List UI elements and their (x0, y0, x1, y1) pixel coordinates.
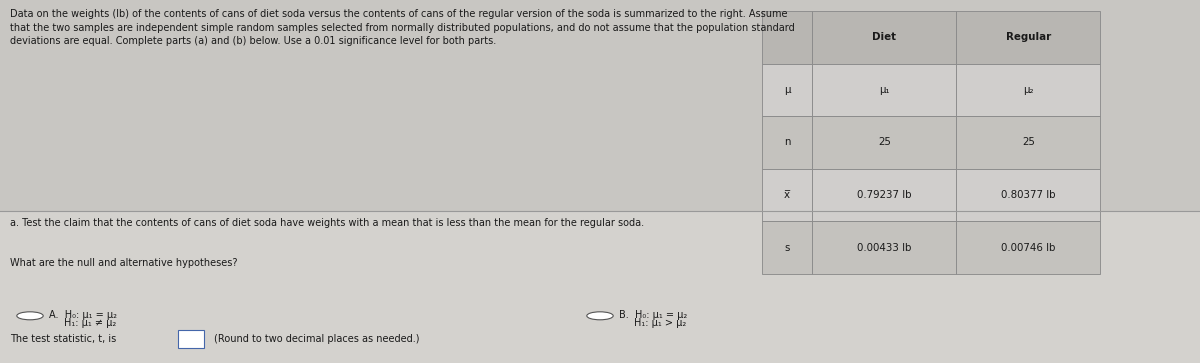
FancyBboxPatch shape (762, 169, 812, 221)
FancyBboxPatch shape (812, 116, 956, 169)
FancyBboxPatch shape (956, 221, 1100, 274)
FancyBboxPatch shape (0, 211, 1200, 363)
FancyBboxPatch shape (956, 116, 1100, 169)
Text: μ₁: μ₁ (880, 85, 889, 95)
Text: Diet: Diet (872, 32, 896, 42)
Circle shape (17, 312, 43, 320)
FancyBboxPatch shape (762, 11, 812, 64)
FancyBboxPatch shape (0, 0, 1200, 211)
Text: 0.79237 lb: 0.79237 lb (857, 190, 912, 200)
Text: The test statistic, t, is: The test statistic, t, is (10, 334, 122, 344)
Text: What are the null and alternative hypotheses?: What are the null and alternative hypoth… (10, 258, 238, 268)
Text: x̅: x̅ (784, 190, 791, 200)
Text: H₁: μ₁ ≠ μ₂: H₁: μ₁ ≠ μ₂ (64, 318, 116, 328)
Text: 25: 25 (878, 138, 890, 147)
Text: 0.80377 lb: 0.80377 lb (1001, 190, 1056, 200)
FancyBboxPatch shape (956, 169, 1100, 221)
FancyBboxPatch shape (956, 11, 1100, 64)
Text: H₁: μ₁ > μ₂: H₁: μ₁ > μ₂ (634, 318, 686, 328)
Text: s: s (785, 243, 790, 253)
FancyBboxPatch shape (956, 64, 1100, 116)
Text: μ₂: μ₂ (1024, 85, 1033, 95)
Text: A.  H₀: μ₁ = μ₂: A. H₀: μ₁ = μ₂ (49, 310, 118, 319)
FancyBboxPatch shape (762, 116, 812, 169)
FancyBboxPatch shape (812, 11, 956, 64)
Text: a. Test the claim that the contents of cans of diet soda have weights with a mea: a. Test the claim that the contents of c… (10, 218, 643, 228)
FancyBboxPatch shape (812, 221, 956, 274)
FancyBboxPatch shape (812, 169, 956, 221)
FancyBboxPatch shape (762, 221, 812, 274)
Text: Data on the weights (lb) of the contents of cans of diet soda versus the content: Data on the weights (lb) of the contents… (10, 9, 794, 46)
Text: Regular: Regular (1006, 32, 1051, 42)
Text: 25: 25 (1022, 138, 1034, 147)
Text: μ: μ (784, 85, 791, 95)
Text: 0.00746 lb: 0.00746 lb (1001, 243, 1056, 253)
Circle shape (587, 312, 613, 320)
Text: (Round to two decimal places as needed.): (Round to two decimal places as needed.) (214, 334, 419, 344)
FancyBboxPatch shape (812, 64, 956, 116)
Text: n: n (784, 138, 791, 147)
Text: B.  H₀: μ₁ = μ₂: B. H₀: μ₁ = μ₂ (619, 310, 688, 319)
Text: 0.00433 lb: 0.00433 lb (857, 243, 912, 253)
FancyBboxPatch shape (762, 64, 812, 116)
FancyBboxPatch shape (178, 330, 204, 348)
